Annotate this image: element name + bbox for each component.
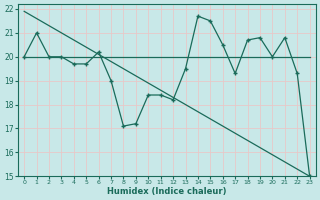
X-axis label: Humidex (Indice chaleur): Humidex (Indice chaleur) xyxy=(107,187,227,196)
